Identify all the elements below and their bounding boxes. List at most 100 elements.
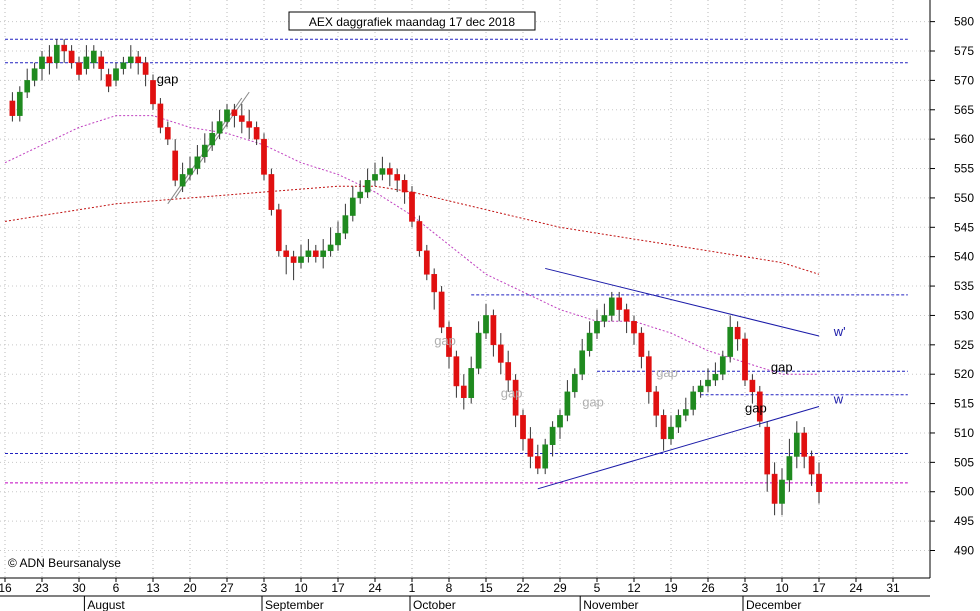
x-tick-label: 3	[742, 581, 749, 595]
chart-annotation: gap	[656, 365, 678, 380]
candle-body	[623, 309, 630, 322]
candle-body	[756, 391, 763, 422]
candle-body	[268, 174, 275, 210]
candle-body	[290, 256, 297, 263]
y-tick-label: 505	[954, 455, 974, 469]
candle-body	[224, 109, 230, 122]
chart-annotation: gap	[157, 71, 179, 86]
candle-body	[157, 103, 164, 128]
candle-body	[557, 415, 563, 428]
candle-body	[342, 215, 349, 234]
candle-body	[660, 415, 667, 440]
candle-body	[201, 144, 208, 158]
candle-body	[246, 121, 253, 128]
x-tick-label: 13	[146, 581, 160, 595]
y-tick-label: 570	[954, 73, 974, 87]
y-tick-label: 515	[954, 397, 974, 411]
candle-body	[209, 133, 216, 146]
candle-body	[749, 379, 756, 393]
x-tick-label: 15	[479, 581, 493, 595]
candle-body	[719, 356, 726, 375]
candle-body	[616, 297, 623, 310]
candle-body	[586, 332, 593, 351]
candle-body	[120, 62, 127, 69]
candle-body	[645, 356, 652, 393]
chart-annotation: w'	[833, 324, 846, 339]
candle-body	[816, 473, 822, 492]
candle-body	[786, 456, 793, 481]
candle-body	[690, 391, 697, 410]
x-tick-label: 1	[409, 581, 416, 595]
y-tick-label: 520	[954, 367, 974, 381]
copyright-label: © ADN Beursanalyse	[8, 556, 121, 570]
x-tick-label: 31	[886, 581, 900, 595]
x-tick-label: 24	[849, 581, 863, 595]
candle-body	[31, 68, 38, 81]
candle-body	[409, 191, 415, 222]
x-tick-label: 17	[331, 581, 345, 595]
y-tick-label: 580	[954, 15, 974, 29]
x-tick-label: 20	[183, 581, 197, 595]
candle-body	[631, 321, 637, 334]
x-tick-label: 16	[0, 581, 12, 595]
candle-body	[261, 138, 267, 175]
candle-body	[712, 373, 719, 381]
y-tick-label: 525	[954, 338, 974, 352]
x-tick-label: 17	[812, 581, 826, 595]
chart-annotation: gap	[771, 359, 793, 374]
candle-body	[468, 368, 475, 398]
candle-body	[453, 356, 460, 387]
y-tick-label: 575	[954, 44, 974, 58]
candle-body	[98, 56, 105, 69]
candle-body	[808, 456, 815, 475]
candle-body	[142, 62, 149, 75]
candle-body	[527, 438, 534, 457]
candle-body	[105, 74, 112, 87]
candle-body	[135, 56, 142, 64]
chart-title: AEX daggrafiek maandag 17 dec 2018	[309, 15, 515, 29]
candle-body	[460, 385, 467, 398]
x-tick-label: 3	[261, 581, 268, 595]
candle-body	[305, 250, 312, 257]
candle-body	[534, 456, 541, 469]
candle-body	[401, 180, 408, 193]
candle-body	[490, 315, 497, 346]
annotations: gap gap gap gap gap gap gap w' w	[157, 71, 846, 415]
candle-body	[275, 209, 282, 252]
candle-body	[475, 332, 482, 369]
candle-body	[164, 127, 171, 140]
candle-body	[298, 256, 304, 263]
candle-body	[638, 332, 645, 357]
x-tick-label: 10	[294, 581, 308, 595]
x-tick-label: 23	[35, 581, 49, 595]
y-tick-label: 490	[954, 543, 974, 557]
candle-body	[187, 168, 193, 175]
gridlines	[0, 0, 930, 578]
candle-body	[771, 473, 778, 504]
x-tick-label: 22	[516, 581, 530, 595]
x-tick-label: 12	[627, 581, 641, 595]
y-tick-label: 545	[954, 220, 974, 234]
candle-body	[423, 250, 430, 275]
candle-body	[283, 250, 290, 257]
candle-body	[431, 274, 438, 293]
candle-body	[238, 115, 245, 122]
y-tick-label: 550	[954, 191, 974, 205]
candle-body	[564, 391, 571, 416]
candle-body	[601, 315, 608, 322]
candle-body	[39, 56, 45, 69]
candle-body	[335, 232, 341, 246]
candle-body	[16, 91, 23, 116]
candle-body	[675, 415, 682, 428]
candle-body	[446, 326, 452, 357]
candle-body	[379, 168, 386, 175]
candle-body	[483, 315, 489, 334]
x-tick-label: 30	[72, 581, 86, 595]
candle-body	[90, 50, 97, 64]
month-label: December	[746, 598, 801, 611]
y-tick-label: 540	[954, 250, 974, 264]
y-tick-label: 565	[954, 103, 974, 117]
month-label: November	[583, 598, 638, 611]
candle-body	[801, 432, 808, 457]
